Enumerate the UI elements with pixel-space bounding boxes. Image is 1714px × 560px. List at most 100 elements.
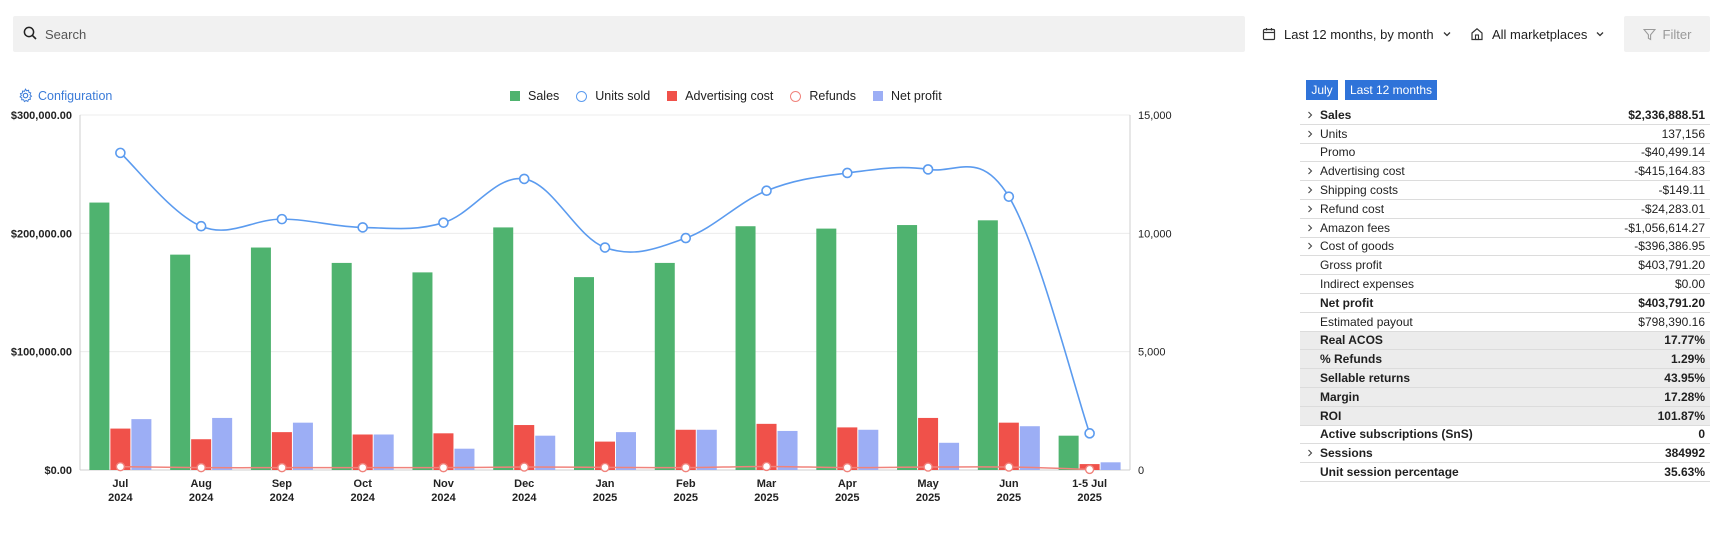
configuration-link[interactable]: Configuration [18, 88, 112, 103]
top-bar: Last 12 months, by month All marketplace… [0, 0, 1714, 62]
filter-icon [1642, 28, 1656, 41]
point-units-sold [438, 217, 449, 228]
summary-row[interactable]: Cost of goods -$396,386.95 [1300, 238, 1710, 257]
filter-label: Filter [1662, 26, 1692, 42]
bar-net-profit [696, 429, 717, 470]
point-units-sold [1003, 191, 1015, 202]
bar-net-profit [454, 448, 475, 470]
bar-advertising-cost [191, 439, 212, 470]
summary-table: Sales $2,336,888.51 Units 137,156 Promo -$40,… [1300, 106, 1710, 482]
legend-swatch-sales [510, 91, 520, 101]
summary-row-label: Units [1320, 126, 1348, 141]
summary-row: ROI 101.87% [1300, 406, 1710, 426]
bar-net-profit [292, 422, 313, 470]
summary-row-value: 101.87% [1657, 408, 1705, 423]
period-button-last-12-months[interactable]: Last 12 months [1345, 80, 1437, 100]
summary-row[interactable]: Units 137,156 [1300, 125, 1710, 144]
summary-row-label: Refund cost [1320, 201, 1385, 216]
summary-row-label: Real ACOS [1320, 333, 1383, 348]
point-refunds [519, 462, 529, 472]
period-button-july[interactable]: July [1306, 80, 1338, 100]
point-refunds [761, 461, 772, 472]
summary-row[interactable]: Advertising cost -$415,164.83 [1300, 162, 1710, 182]
summary-row[interactable]: Shipping costs -$149.11 [1300, 181, 1710, 200]
search-input[interactable] [45, 26, 1225, 42]
bar-sales [897, 225, 918, 470]
legend-item-sales[interactable]: Sales [510, 89, 559, 103]
summary-row-label: Shipping costs [1320, 183, 1399, 198]
summary-row-value: 17.28% [1664, 389, 1705, 404]
summary-row-label: Active subscriptions (SnS) [1320, 427, 1473, 442]
bar-sales [89, 202, 110, 471]
x-axis-tick: May [917, 478, 939, 490]
summary-row-label: Sellable returns [1320, 371, 1411, 386]
point-refunds [600, 462, 610, 473]
point-refunds [115, 461, 126, 472]
point-refunds [842, 462, 853, 473]
summary-row-value: -$396,386.95 [1634, 239, 1705, 254]
bar-advertising-cost [514, 425, 535, 470]
bar-sales [493, 227, 514, 470]
search-icon [23, 26, 39, 42]
summary-row-value: -$149.11 [1658, 183, 1705, 198]
chevron-right-icon[interactable] [1300, 224, 1320, 232]
bar-advertising-cost [675, 429, 696, 470]
chevron-right-icon[interactable] [1300, 205, 1320, 213]
summary-row: Gross profit $403,791.20 [1300, 256, 1710, 276]
point-units-sold [276, 213, 288, 225]
x-axis-tick-year: 2025 [835, 492, 859, 504]
summary-row[interactable]: Refund cost -$24,283.01 [1300, 200, 1710, 219]
point-units-sold [357, 222, 368, 233]
filter-button[interactable]: Filter [1624, 16, 1710, 52]
summary-row[interactable]: Sales $2,336,888.51 [1300, 106, 1710, 125]
x-axis-tick-year: 2024 [189, 492, 214, 504]
search-box[interactable] [13, 16, 1245, 52]
x-axis-tick-year: 2024 [270, 492, 295, 504]
x-axis-tick: Jun [999, 478, 1019, 490]
summary-row-label: Estimated payout [1320, 314, 1413, 329]
x-axis-tick: Jul [112, 478, 128, 490]
chevron-right-icon[interactable] [1300, 242, 1320, 250]
x-axis-tick: 1-5 Jul [1072, 478, 1107, 490]
point-refunds [1004, 462, 1014, 472]
x-axis-tick: Feb [676, 478, 696, 490]
chevron-right-icon[interactable] [1300, 186, 1320, 194]
summary-row: Estimated payout $798,390.16 [1300, 313, 1710, 332]
bar-advertising-cost [756, 423, 777, 470]
point-refunds [438, 462, 449, 473]
x-axis-tick-year: 2025 [593, 492, 617, 504]
calendar-icon [1262, 27, 1276, 41]
legend-label: Net profit [890, 89, 942, 103]
summary-row-value: 43.95% [1664, 371, 1705, 386]
summary-row-value: 17.77% [1664, 333, 1705, 348]
legend-item-units-sold[interactable]: Units sold [576, 89, 650, 103]
point-units-sold [195, 220, 207, 232]
right-axis-tick: 15,000 [1138, 110, 1172, 122]
summary-row[interactable]: Sessions 384992 [1300, 444, 1710, 464]
summary-row: Active subscriptions (SnS) 0 [1300, 426, 1710, 445]
summary-row: Margin 17.28% [1300, 387, 1710, 407]
legend-item-net-profit[interactable]: Net profit [872, 89, 942, 103]
summary-row-label: Sessions [1320, 446, 1373, 461]
period-dropdown[interactable]: Last 12 months, by month [1262, 22, 1452, 46]
point-units-sold [1084, 428, 1095, 439]
bar-sales [170, 254, 191, 470]
chevron-right-icon[interactable] [1300, 111, 1320, 119]
legend-item-refunds[interactable]: Refunds [790, 89, 856, 103]
summary-row-value: 1.29% [1670, 352, 1705, 367]
point-units-sold [761, 185, 772, 197]
left-axis-tick: $0.00 [44, 465, 72, 477]
summary-row: Indirect expenses $0.00 [1300, 275, 1710, 294]
chevron-right-icon[interactable] [1300, 167, 1320, 175]
bar-net-profit [939, 442, 960, 470]
summary-row[interactable]: Amazon fees -$1,056,614.27 [1300, 219, 1710, 238]
x-axis-tick-year: 2025 [1077, 492, 1101, 504]
chevron-right-icon[interactable] [1300, 449, 1320, 457]
x-axis-tick-year: 2024 [431, 492, 456, 504]
marketplace-dropdown[interactable]: All marketplaces [1470, 22, 1605, 46]
x-axis-tick-year: 2024 [512, 492, 537, 504]
legend-item-advertising-cost[interactable]: Advertising cost [667, 89, 773, 103]
point-refunds [357, 462, 368, 473]
chevron-right-icon[interactable] [1300, 130, 1320, 138]
summary-row-label: Indirect expenses [1320, 277, 1415, 292]
